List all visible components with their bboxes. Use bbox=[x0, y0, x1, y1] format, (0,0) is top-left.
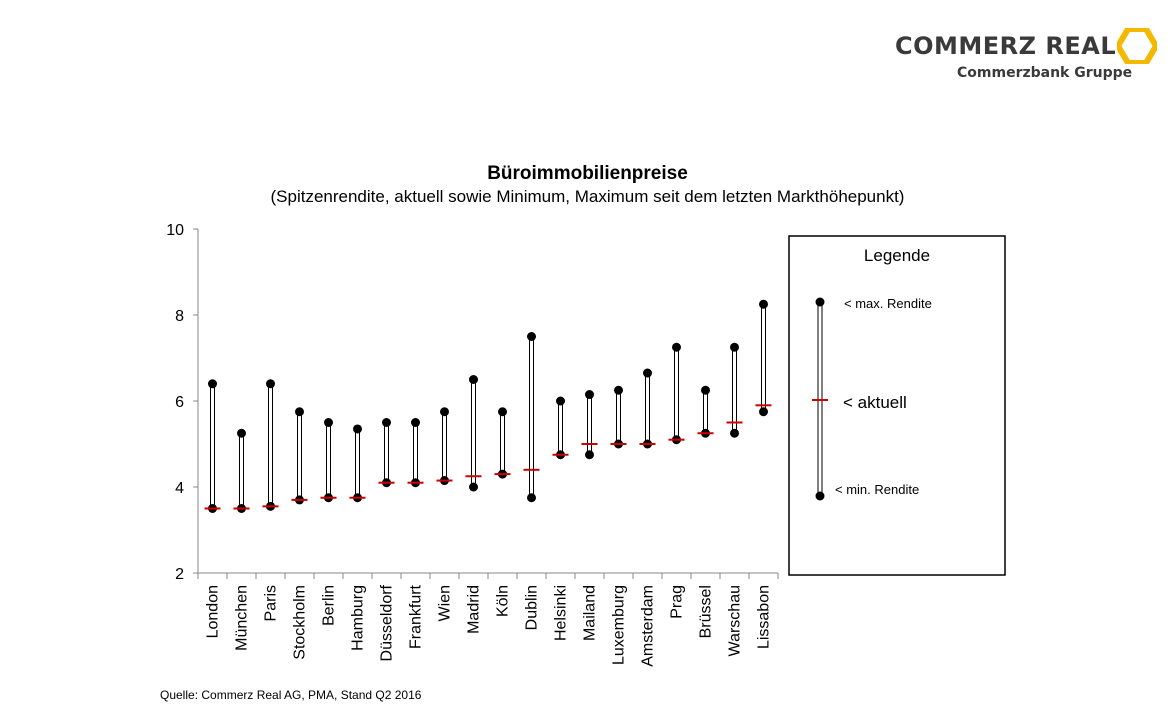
category-label: München bbox=[234, 585, 251, 651]
category-label: Köln bbox=[495, 585, 512, 617]
min-point bbox=[469, 482, 478, 492]
y-tick-label: 4 bbox=[175, 480, 184, 497]
category-label: Hamburg bbox=[350, 585, 367, 651]
range-bar bbox=[500, 411, 505, 475]
max-point bbox=[759, 299, 768, 309]
max-point bbox=[295, 407, 304, 417]
category-label: Berlin bbox=[321, 585, 338, 626]
legend-min-label: < min. Rendite bbox=[835, 482, 919, 497]
range-bar bbox=[761, 303, 766, 413]
category-label: Helsinki bbox=[553, 585, 570, 641]
category-label: Dublin bbox=[524, 585, 541, 630]
max-point bbox=[643, 368, 652, 378]
min-point bbox=[585, 450, 594, 460]
range-bar bbox=[471, 379, 476, 488]
max-point bbox=[527, 332, 536, 341]
commerz-real-logo-icon bbox=[1117, 28, 1157, 64]
y-tick-label: 6 bbox=[175, 394, 184, 411]
category-label: Madrid bbox=[466, 585, 483, 634]
max-point bbox=[730, 342, 739, 352]
max-point bbox=[353, 424, 362, 434]
category-label: Paris bbox=[263, 585, 280, 621]
y-tick-label: 10 bbox=[166, 222, 184, 239]
range-bar bbox=[645, 372, 650, 445]
category-label: Warschau bbox=[727, 585, 744, 656]
max-point bbox=[556, 396, 565, 406]
category-label: Luxemburg bbox=[611, 585, 628, 665]
y-tick-label: 8 bbox=[175, 308, 184, 325]
logo-group: Commerzbank Gruppe bbox=[957, 65, 1133, 81]
source-note: Quelle: Commerz Real AG, PMA, Stand Q2 2… bbox=[160, 688, 422, 702]
range-bar bbox=[355, 428, 360, 499]
category-label: Wien bbox=[437, 585, 454, 621]
chart-title: Büroimmobilienpreise bbox=[487, 163, 688, 184]
legend-title: Legende bbox=[864, 246, 930, 265]
max-point bbox=[469, 375, 478, 384]
min-point bbox=[527, 493, 536, 503]
range-bar bbox=[529, 336, 534, 499]
max-point bbox=[208, 379, 217, 389]
brand-logo: COMMERZ REAL Commerzbank Gruppe bbox=[895, 28, 1157, 88]
category-label: Amsterdam bbox=[640, 585, 657, 667]
max-point bbox=[324, 418, 333, 427]
max-point bbox=[585, 390, 594, 400]
max-point bbox=[614, 385, 623, 395]
range-bar bbox=[732, 346, 737, 434]
y-tick-label: 2 bbox=[175, 566, 184, 583]
category-label: Düsseldorf bbox=[379, 584, 396, 661]
range-bar bbox=[384, 422, 389, 484]
max-point bbox=[237, 428, 246, 438]
logo-name: COMMERZ REAL bbox=[895, 32, 1117, 60]
category-label: Brüssel bbox=[698, 585, 715, 638]
category-label: Stockholm bbox=[292, 585, 309, 660]
max-point bbox=[266, 379, 275, 389]
range-bar bbox=[413, 422, 418, 484]
range-bar bbox=[442, 411, 447, 482]
range-bar bbox=[703, 389, 708, 434]
category-label: Frankfurt bbox=[408, 584, 425, 649]
max-point bbox=[382, 418, 391, 427]
category-label: Prag bbox=[669, 585, 686, 619]
range-bar bbox=[239, 432, 244, 509]
legend-max-label: < max. Rendite bbox=[844, 296, 932, 311]
category-label: Lissabon bbox=[756, 585, 773, 649]
range-bar bbox=[297, 411, 302, 501]
legend-max-point bbox=[815, 297, 825, 307]
min-point bbox=[759, 407, 768, 417]
range-bar bbox=[268, 383, 273, 507]
range-bar bbox=[674, 346, 679, 441]
range-bar bbox=[326, 422, 331, 499]
range-bar bbox=[616, 389, 621, 445]
max-point bbox=[498, 407, 507, 417]
max-point bbox=[411, 418, 420, 427]
max-point bbox=[440, 407, 449, 417]
category-label: Mailand bbox=[582, 585, 599, 641]
range-bar bbox=[587, 394, 592, 456]
min-point bbox=[730, 428, 739, 438]
chart-subtitle: (Spitzenrendite, aktuell sowie Minimum, … bbox=[270, 187, 905, 206]
range-bar bbox=[558, 400, 563, 456]
legend-min-point bbox=[815, 491, 825, 501]
max-point bbox=[701, 385, 710, 395]
legend-current-label: < aktuell bbox=[843, 393, 907, 412]
max-point bbox=[672, 342, 681, 352]
category-label: London bbox=[205, 585, 222, 638]
legend-box bbox=[788, 235, 1006, 576]
range-bar bbox=[210, 383, 215, 509]
